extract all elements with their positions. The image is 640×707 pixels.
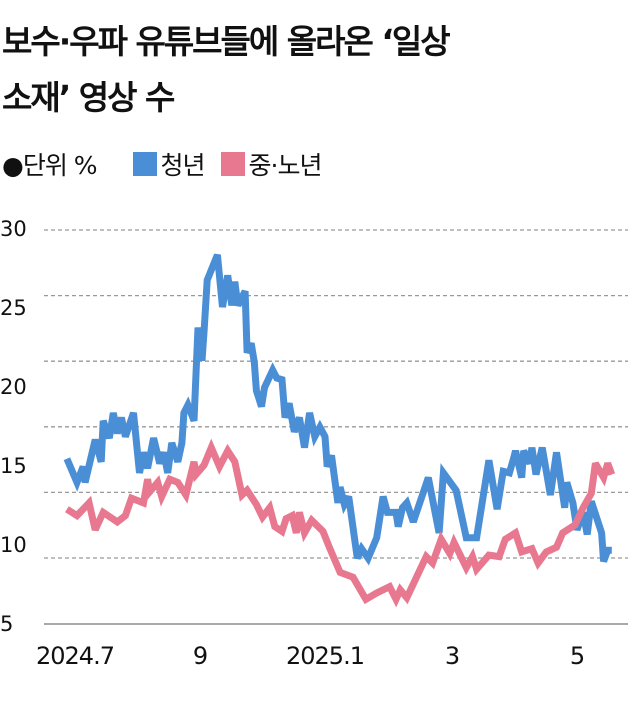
legend-label-middle-senior: 중·노년 <box>248 151 323 180</box>
y-tick-label: 10 <box>0 533 27 557</box>
y-tick-label: 30 <box>0 217 27 241</box>
legend-item-middle-senior: 중·노년 <box>220 146 323 182</box>
y-tick-label: 15 <box>0 454 27 478</box>
title-line-2: 소재’ 영상 수 <box>2 78 175 117</box>
y-tick-label: 20 <box>0 375 27 399</box>
y-tick-label: 25 <box>0 296 27 320</box>
legend-item-youth: 청년 <box>132 146 206 182</box>
legend-swatch-youth <box>132 152 157 176</box>
y-tick-label: 5 <box>0 612 13 636</box>
legend: ●단위 % 청년 중·노년 <box>2 146 338 182</box>
chart-title: 보수·우파 유튜브들에 올라온 ‘일상 소재’ 영상 수 <box>2 14 451 126</box>
x-tick-label: 2024.7 <box>36 642 114 670</box>
legend-swatch-middle-senior <box>220 152 245 176</box>
x-tick-label: 5 <box>570 642 584 670</box>
x-tick-label: 2025.1 <box>286 642 364 670</box>
series-line-youth <box>63 253 612 566</box>
x-tick-label: 9 <box>193 642 207 670</box>
unit-label: ●단위 % <box>2 151 98 180</box>
series-line-middle-senior <box>65 438 616 608</box>
title-line-1: 보수·우파 유튜브들에 올라온 ‘일상 <box>2 22 451 61</box>
x-tick-label: 3 <box>445 642 459 670</box>
legend-label-youth: 청년 <box>160 151 206 180</box>
